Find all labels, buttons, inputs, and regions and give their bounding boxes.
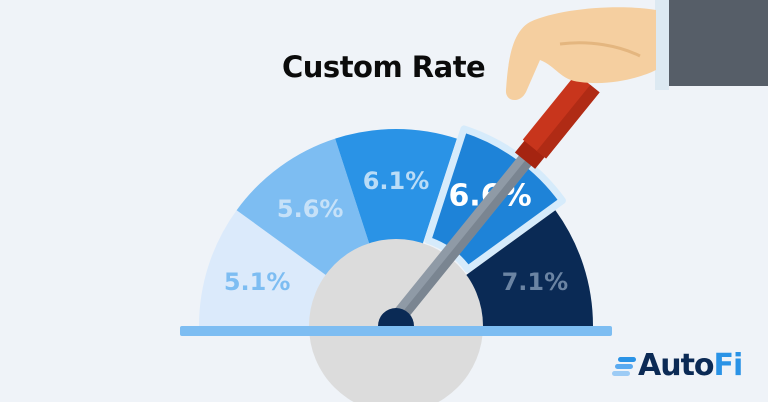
shirt-cuff <box>655 0 669 90</box>
needle-pivot <box>378 308 414 326</box>
page-title: Custom Rate <box>282 50 486 84</box>
gauge-segment[interactable] <box>460 210 593 326</box>
gauge-base <box>180 326 612 336</box>
sleeve <box>666 0 768 86</box>
gauge-segment-label: 5.6% <box>277 195 344 223</box>
gauge-segment[interactable] <box>199 210 332 326</box>
lever-handle <box>522 73 600 159</box>
logo-stripes-icon <box>612 356 636 376</box>
handle-collar <box>514 138 547 169</box>
hand-illustration <box>505 0 768 101</box>
logo-text-auto: Auto <box>638 348 715 383</box>
gauge-segment-label: 6.1% <box>363 167 430 195</box>
logo-text-fi: Fi <box>713 348 744 383</box>
gauge-segment[interactable] <box>335 129 457 250</box>
autofi-logo: AutoFi <box>612 348 744 383</box>
gauge-needle[interactable] <box>384 73 600 330</box>
gauge-segment-label: 7.1% <box>502 268 569 296</box>
gauge-segment[interactable] <box>236 138 372 279</box>
gauge-segment-label: 5.1% <box>224 268 291 296</box>
